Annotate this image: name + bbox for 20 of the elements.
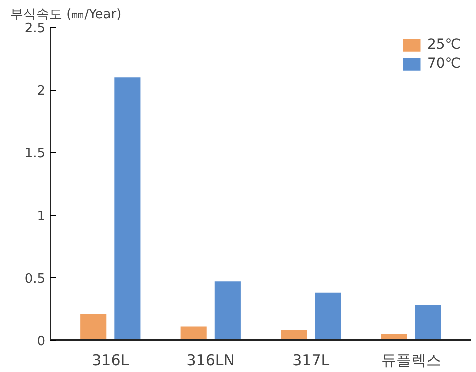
bar bbox=[315, 292, 342, 340]
bar bbox=[281, 330, 308, 340]
bar bbox=[180, 326, 207, 340]
legend-label: 25℃ bbox=[427, 37, 461, 53]
y-tick-label: 0.5 bbox=[24, 272, 46, 287]
x-tick-label: 듀플렉스 bbox=[381, 352, 442, 370]
bar bbox=[415, 305, 442, 340]
y-tick-label: 1.5 bbox=[24, 146, 46, 162]
x-tick-label: 317L bbox=[292, 352, 330, 370]
y-tick-label: 2 bbox=[37, 84, 46, 100]
y-axis-title: 부식속도 (㎜/Year) bbox=[10, 8, 122, 22]
bar bbox=[214, 282, 241, 340]
x-tick-label: 316L bbox=[92, 352, 130, 370]
y-tick-label: 0 bbox=[37, 334, 46, 350]
y-tick-label: 1 bbox=[37, 209, 46, 224]
bar bbox=[114, 78, 141, 340]
y-tick-label: 2.5 bbox=[24, 22, 46, 36]
bar bbox=[80, 314, 107, 340]
x-tick-label: 316LN bbox=[186, 352, 235, 370]
legend-label: 70℃ bbox=[427, 56, 461, 72]
